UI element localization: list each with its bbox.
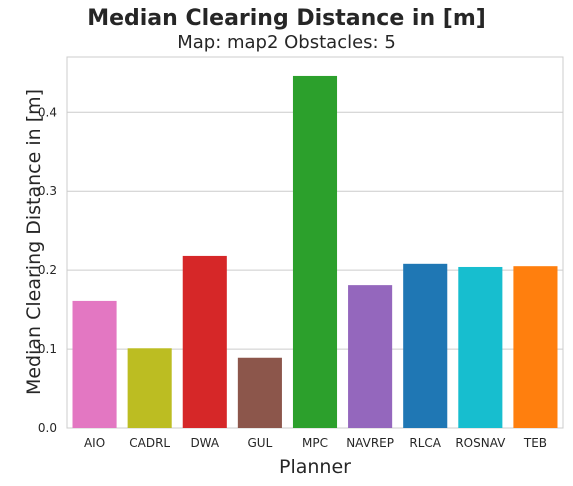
bar-dwa [182, 255, 227, 428]
y-tick-label: 0.2 [38, 263, 57, 277]
x-tick-label-dwa: DWA [190, 436, 219, 450]
x-tick-label-cadrl: CADRL [129, 436, 170, 450]
bar-teb [513, 266, 558, 428]
x-tick-labels: AIO CADRL DWA GUL MPC NAVREP RLCA ROSNAV TEB [84, 436, 547, 450]
x-tick-label-navrep: NAVREP [346, 436, 394, 450]
bar-cadrl [127, 348, 172, 428]
chart-title: Median Clearing Distance in [m] [87, 6, 486, 31]
bar-navrep [348, 285, 393, 428]
chart-subtitle: Map: map2 Obstacles: 5 [177, 32, 396, 53]
y-tick-label: 0.0 [38, 421, 57, 435]
y-tick-labels: 0.0 0.1 0.2 0.3 0.4 [38, 105, 57, 435]
y-tick-label: 0.4 [38, 105, 57, 119]
bar-rosnav [458, 266, 503, 428]
x-tick-label-rlca: RLCA [409, 436, 441, 450]
bar-gul [237, 357, 282, 428]
x-tick-label-gul: GUL [247, 436, 272, 450]
bars [72, 75, 558, 429]
bar-aio [72, 300, 117, 428]
x-tick-label-aio: AIO [84, 436, 105, 450]
x-tick-label-teb: TEB [523, 436, 547, 450]
x-tick-label-mpc: MPC [302, 436, 328, 450]
bar-mpc [292, 75, 338, 429]
x-tick-label-rosnav: ROSNAV [455, 436, 506, 450]
x-axis-label: Planner [279, 456, 351, 478]
bar-rlca [403, 263, 448, 428]
y-tick-label: 0.3 [38, 184, 57, 198]
y-axis-label: Median Clearing Distance in [m] [23, 89, 45, 395]
y-tick-label: 0.1 [38, 342, 57, 356]
